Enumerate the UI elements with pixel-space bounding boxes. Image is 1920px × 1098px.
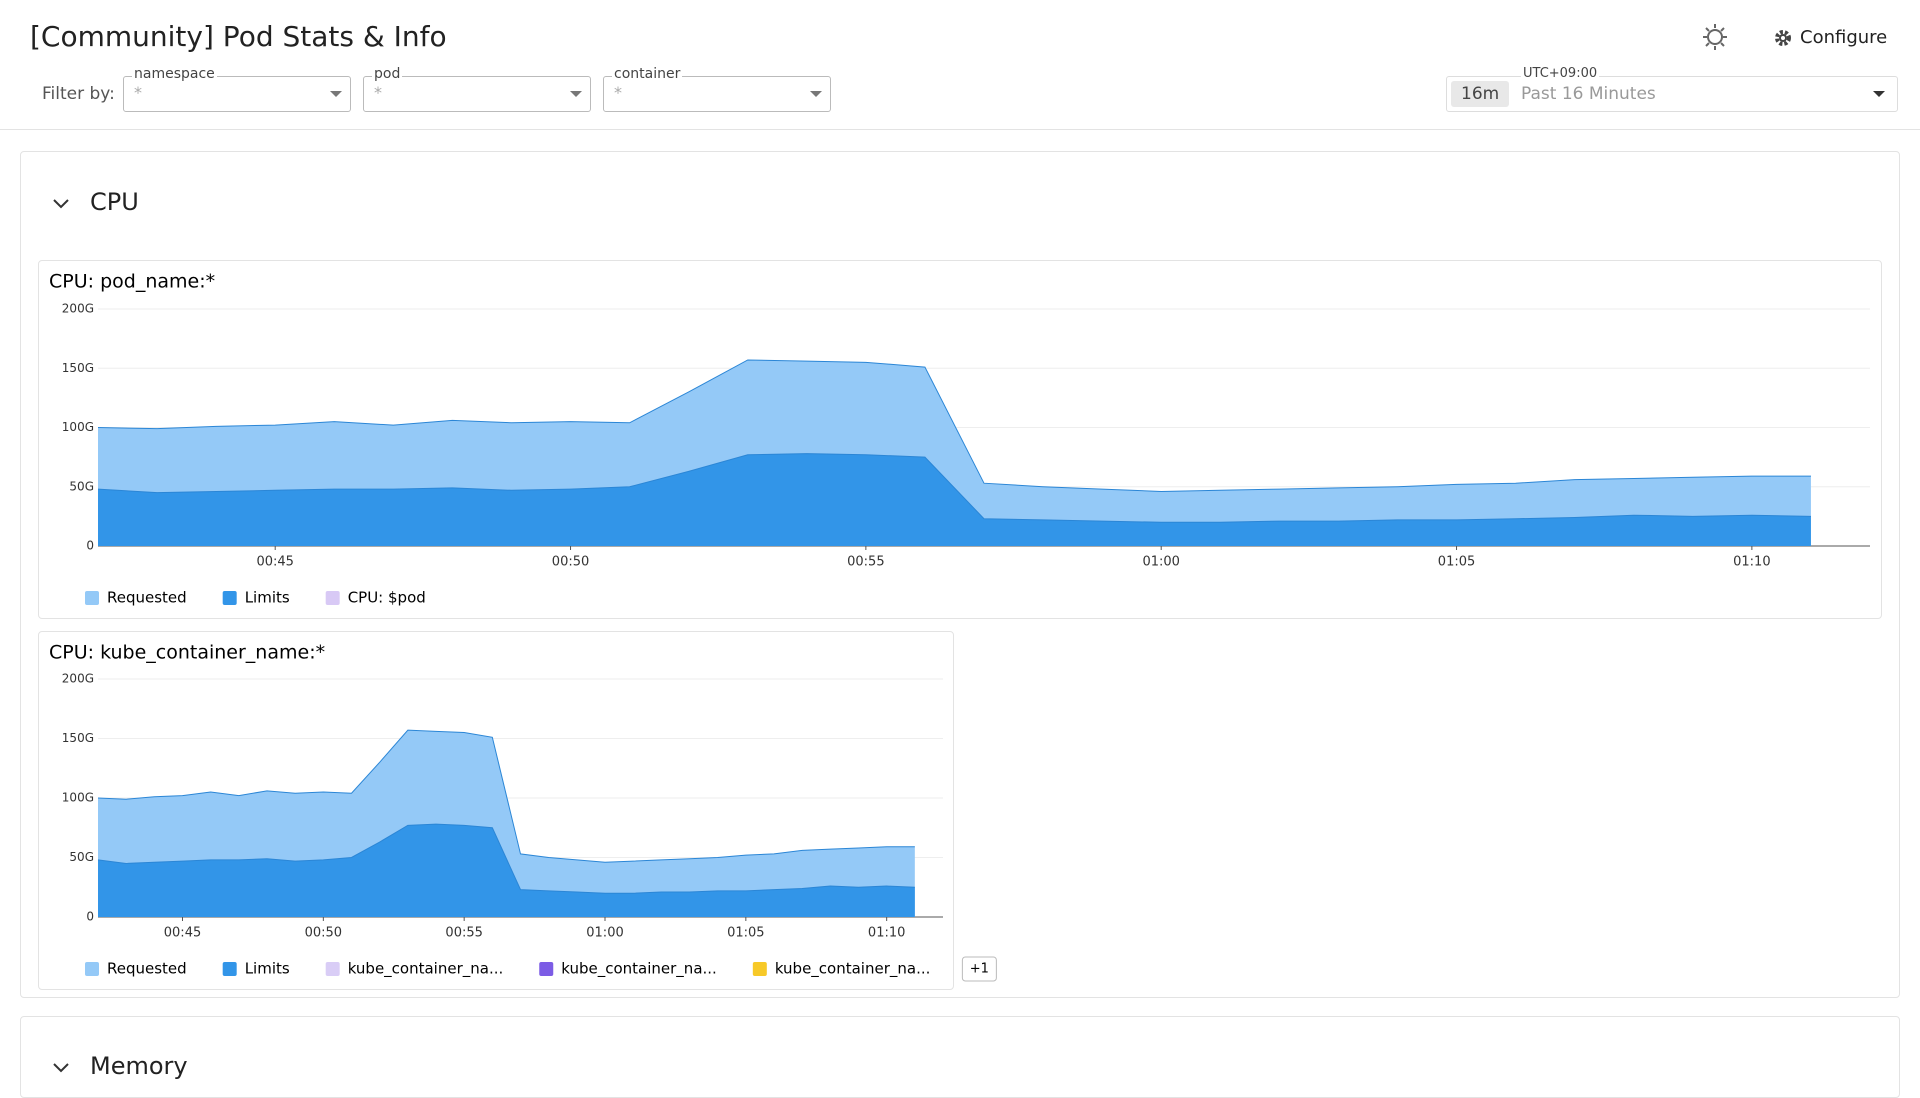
header-divider: [0, 129, 1920, 130]
cpu-section: [20, 151, 1900, 998]
filter-value: *: [374, 83, 382, 102]
chart-card: [38, 631, 954, 990]
more-button[interactable]: [961, 956, 997, 982]
x-tick-label: 01:10: [868, 926, 905, 941]
section-title: CPU: [90, 188, 139, 216]
legend-label: kube_container_na...: [561, 960, 717, 979]
x-tick-label: 00:55: [445, 926, 482, 941]
theme-toggle[interactable]: [1700, 18, 1734, 52]
timezone: UTC+09:00: [1521, 66, 1600, 81]
time-picker[interactable]: UTC+09:00 16m Past 16 Minutes: [1446, 66, 1898, 112]
x-tick-label: 00:45: [164, 926, 201, 941]
legend-label: Requested: [107, 960, 187, 978]
range-badge: 16m: [1451, 81, 1510, 107]
y-tick-label: 150G: [62, 731, 94, 745]
range-text: Past 16 Minutes: [1521, 84, 1656, 104]
filter-label: Filter by:: [42, 84, 115, 104]
legend-label: CPU: $pod: [348, 589, 426, 607]
collapse-icon[interactable]: [50, 193, 72, 215]
chart-title: CPU: kube_container_name:*: [49, 642, 325, 664]
legend-swatch: [222, 591, 237, 605]
configure-label: Configure: [1800, 27, 1888, 48]
y-tick-label: 100G: [62, 791, 94, 805]
legend-label: Limits: [245, 589, 290, 607]
y-tick-label: 100G: [62, 420, 94, 434]
filter-name: pod: [372, 66, 403, 82]
area: [98, 824, 915, 917]
y-tick-label: 150G: [62, 361, 94, 375]
x-tick-label: 00:45: [256, 555, 293, 570]
y-tick-label: 50G: [69, 479, 94, 493]
dropdown-arrow: [1873, 91, 1885, 103]
filter-value: *: [614, 83, 622, 102]
filter-select[interactable]: container *: [603, 66, 831, 112]
dropdown-arrow: [330, 91, 342, 103]
legend-swatch: [325, 962, 340, 976]
collapse-icon[interactable]: [50, 1057, 72, 1079]
configure-button[interactable]: Configure: [1774, 27, 1887, 48]
area-line: [97, 453, 1811, 523]
x-tick-label: 01:10: [1733, 555, 1770, 570]
filter-select[interactable]: pod *: [363, 66, 591, 112]
x-tick-label: 01:00: [586, 926, 623, 941]
gear-icon: [1775, 29, 1791, 46]
legend-label: kube_container_na...: [775, 960, 931, 979]
x-tick-label: 00:50: [305, 926, 342, 941]
legend-label: Requested: [107, 589, 187, 607]
legend-swatch: [85, 962, 99, 976]
filter-name: namespace: [132, 66, 217, 82]
legend-swatch: [222, 962, 237, 976]
section-title: Memory: [90, 1052, 188, 1080]
more-label: +1: [970, 962, 989, 977]
y-tick-label: 50G: [69, 850, 94, 864]
legend-label: kube_container_na...: [348, 960, 504, 979]
legend-swatch: [325, 591, 340, 605]
x-tick-label: 00:50: [552, 555, 589, 570]
filter-value: *: [134, 83, 142, 102]
area-line: [97, 729, 915, 863]
dashboard-title: [Community] Pod Stats & Info: [30, 20, 447, 53]
dropdown-arrow: [570, 91, 582, 103]
filter-select[interactable]: namespace *: [123, 66, 351, 112]
chart-card: [38, 260, 1882, 619]
y-tick-label: 0: [86, 910, 94, 924]
legend-label: Limits: [245, 960, 290, 978]
legend-swatch: [752, 962, 767, 976]
area-line: [97, 823, 915, 894]
x-tick-label: 01:00: [1142, 555, 1179, 570]
chart-title: CPU: pod_name:*: [49, 271, 215, 293]
legend-swatch: [539, 962, 554, 976]
legend-swatch: [85, 591, 99, 605]
area: [98, 453, 1811, 546]
filter-name: container: [612, 66, 683, 82]
y-tick-label: 200G: [62, 672, 94, 686]
area-line: [97, 359, 1811, 492]
y-tick-label: 200G: [62, 302, 94, 316]
x-tick-label: 01:05: [727, 926, 764, 941]
x-tick-label: 00:55: [847, 555, 884, 570]
dropdown-arrow: [810, 91, 822, 103]
y-tick-label: 0: [86, 539, 94, 553]
x-tick-label: 01:05: [1438, 555, 1475, 570]
